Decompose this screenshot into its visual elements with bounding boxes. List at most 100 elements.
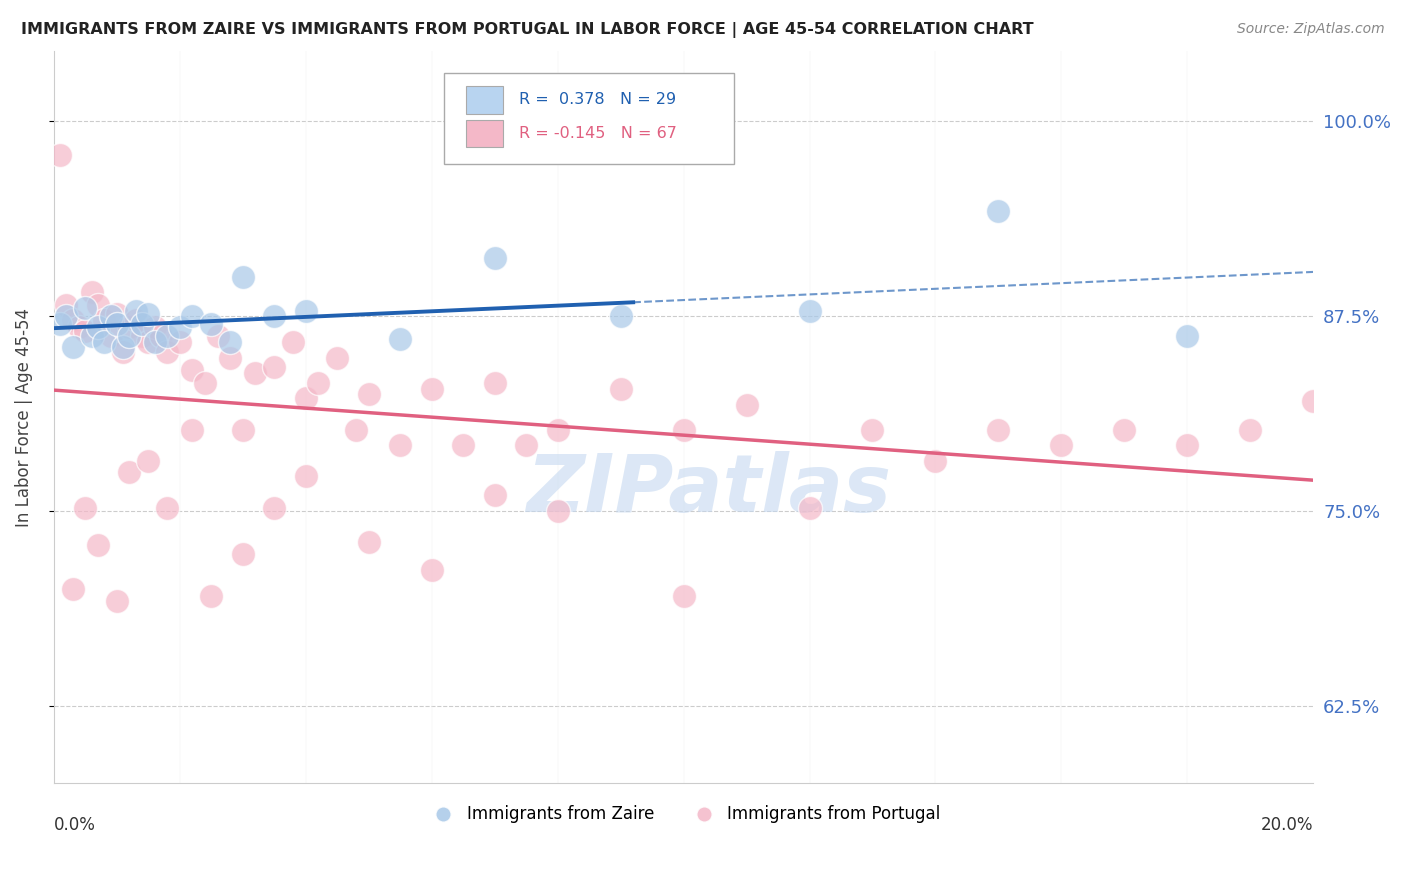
- Point: [67, 319, 90, 334]
- Point: [169, 319, 191, 334]
- Point: [131, 317, 153, 331]
- Point: [232, 269, 254, 284]
- Point: [80, 329, 103, 343]
- Point: [219, 351, 242, 365]
- Point: [294, 304, 316, 318]
- Point: [263, 360, 285, 375]
- Point: [143, 335, 166, 350]
- Point: [245, 367, 267, 381]
- Text: ZIPatlas: ZIPatlas: [526, 451, 891, 529]
- Point: [75, 301, 97, 315]
- Point: [294, 469, 316, 483]
- Point: [131, 329, 153, 343]
- Y-axis label: In Labor Force | Age 45-54: In Labor Force | Age 45-54: [15, 308, 32, 526]
- Point: [987, 423, 1010, 437]
- Point: [136, 454, 159, 468]
- Text: 20.0%: 20.0%: [1261, 816, 1313, 835]
- Point: [263, 309, 285, 323]
- Point: [307, 376, 329, 390]
- Point: [609, 382, 631, 396]
- Point: [799, 500, 821, 515]
- Point: [1050, 438, 1073, 452]
- Point: [326, 351, 349, 365]
- Text: R = -0.145   N = 67: R = -0.145 N = 67: [519, 126, 676, 141]
- Point: [451, 438, 474, 452]
- Point: [924, 454, 946, 468]
- Point: [194, 376, 217, 390]
- Point: [62, 340, 84, 354]
- Point: [389, 332, 412, 346]
- Point: [200, 317, 222, 331]
- Point: [357, 386, 380, 401]
- Point: [1239, 423, 1261, 437]
- Text: Source: ZipAtlas.com: Source: ZipAtlas.com: [1237, 22, 1385, 37]
- Point: [87, 319, 110, 334]
- Point: [389, 438, 412, 452]
- Point: [49, 148, 72, 162]
- Point: [484, 376, 506, 390]
- Point: [100, 329, 122, 343]
- Point: [181, 423, 204, 437]
- Point: [55, 298, 77, 312]
- Point: [181, 363, 204, 377]
- Point: [105, 307, 128, 321]
- Point: [136, 335, 159, 350]
- Point: [181, 309, 204, 323]
- Point: [87, 538, 110, 552]
- Point: [420, 563, 443, 577]
- Point: [156, 500, 179, 515]
- Point: [93, 313, 115, 327]
- Point: [143, 319, 166, 334]
- Point: [207, 329, 229, 343]
- Point: [281, 335, 304, 350]
- Point: [62, 313, 84, 327]
- Point: [344, 423, 367, 437]
- Point: [200, 590, 222, 604]
- Point: [118, 465, 141, 479]
- Point: [169, 335, 191, 350]
- Point: [799, 304, 821, 318]
- Point: [232, 423, 254, 437]
- Point: [75, 500, 97, 515]
- Point: [484, 251, 506, 265]
- FancyBboxPatch shape: [444, 72, 734, 164]
- Point: [149, 329, 172, 343]
- Point: [609, 309, 631, 323]
- Point: [100, 309, 122, 323]
- Point: [87, 298, 110, 312]
- Point: [156, 344, 179, 359]
- Point: [156, 329, 179, 343]
- Legend: Immigrants from Zaire, Immigrants from Portugal: Immigrants from Zaire, Immigrants from P…: [420, 799, 948, 830]
- Point: [118, 329, 141, 343]
- Point: [75, 324, 97, 338]
- Point: [1175, 438, 1198, 452]
- Point: [62, 582, 84, 596]
- Point: [987, 204, 1010, 219]
- Point: [547, 503, 569, 517]
- Point: [80, 285, 103, 300]
- Point: [484, 488, 506, 502]
- Point: [232, 547, 254, 561]
- Point: [112, 340, 135, 354]
- Point: [1114, 423, 1136, 437]
- Bar: [465, 120, 503, 147]
- Point: [219, 335, 242, 350]
- Text: R =  0.378   N = 29: R = 0.378 N = 29: [519, 92, 676, 107]
- Point: [55, 309, 77, 323]
- Point: [862, 423, 884, 437]
- Point: [672, 590, 695, 604]
- Point: [118, 319, 141, 334]
- Point: [1175, 329, 1198, 343]
- Point: [112, 344, 135, 359]
- Point: [125, 313, 148, 327]
- Point: [125, 304, 148, 318]
- Point: [735, 398, 758, 412]
- Point: [357, 534, 380, 549]
- Point: [136, 307, 159, 321]
- Point: [263, 500, 285, 515]
- Point: [105, 594, 128, 608]
- Text: IMMIGRANTS FROM ZAIRE VS IMMIGRANTS FROM PORTUGAL IN LABOR FORCE | AGE 45-54 COR: IMMIGRANTS FROM ZAIRE VS IMMIGRANTS FROM…: [21, 22, 1033, 38]
- Point: [1302, 394, 1324, 409]
- Point: [49, 317, 72, 331]
- Text: 0.0%: 0.0%: [53, 816, 96, 835]
